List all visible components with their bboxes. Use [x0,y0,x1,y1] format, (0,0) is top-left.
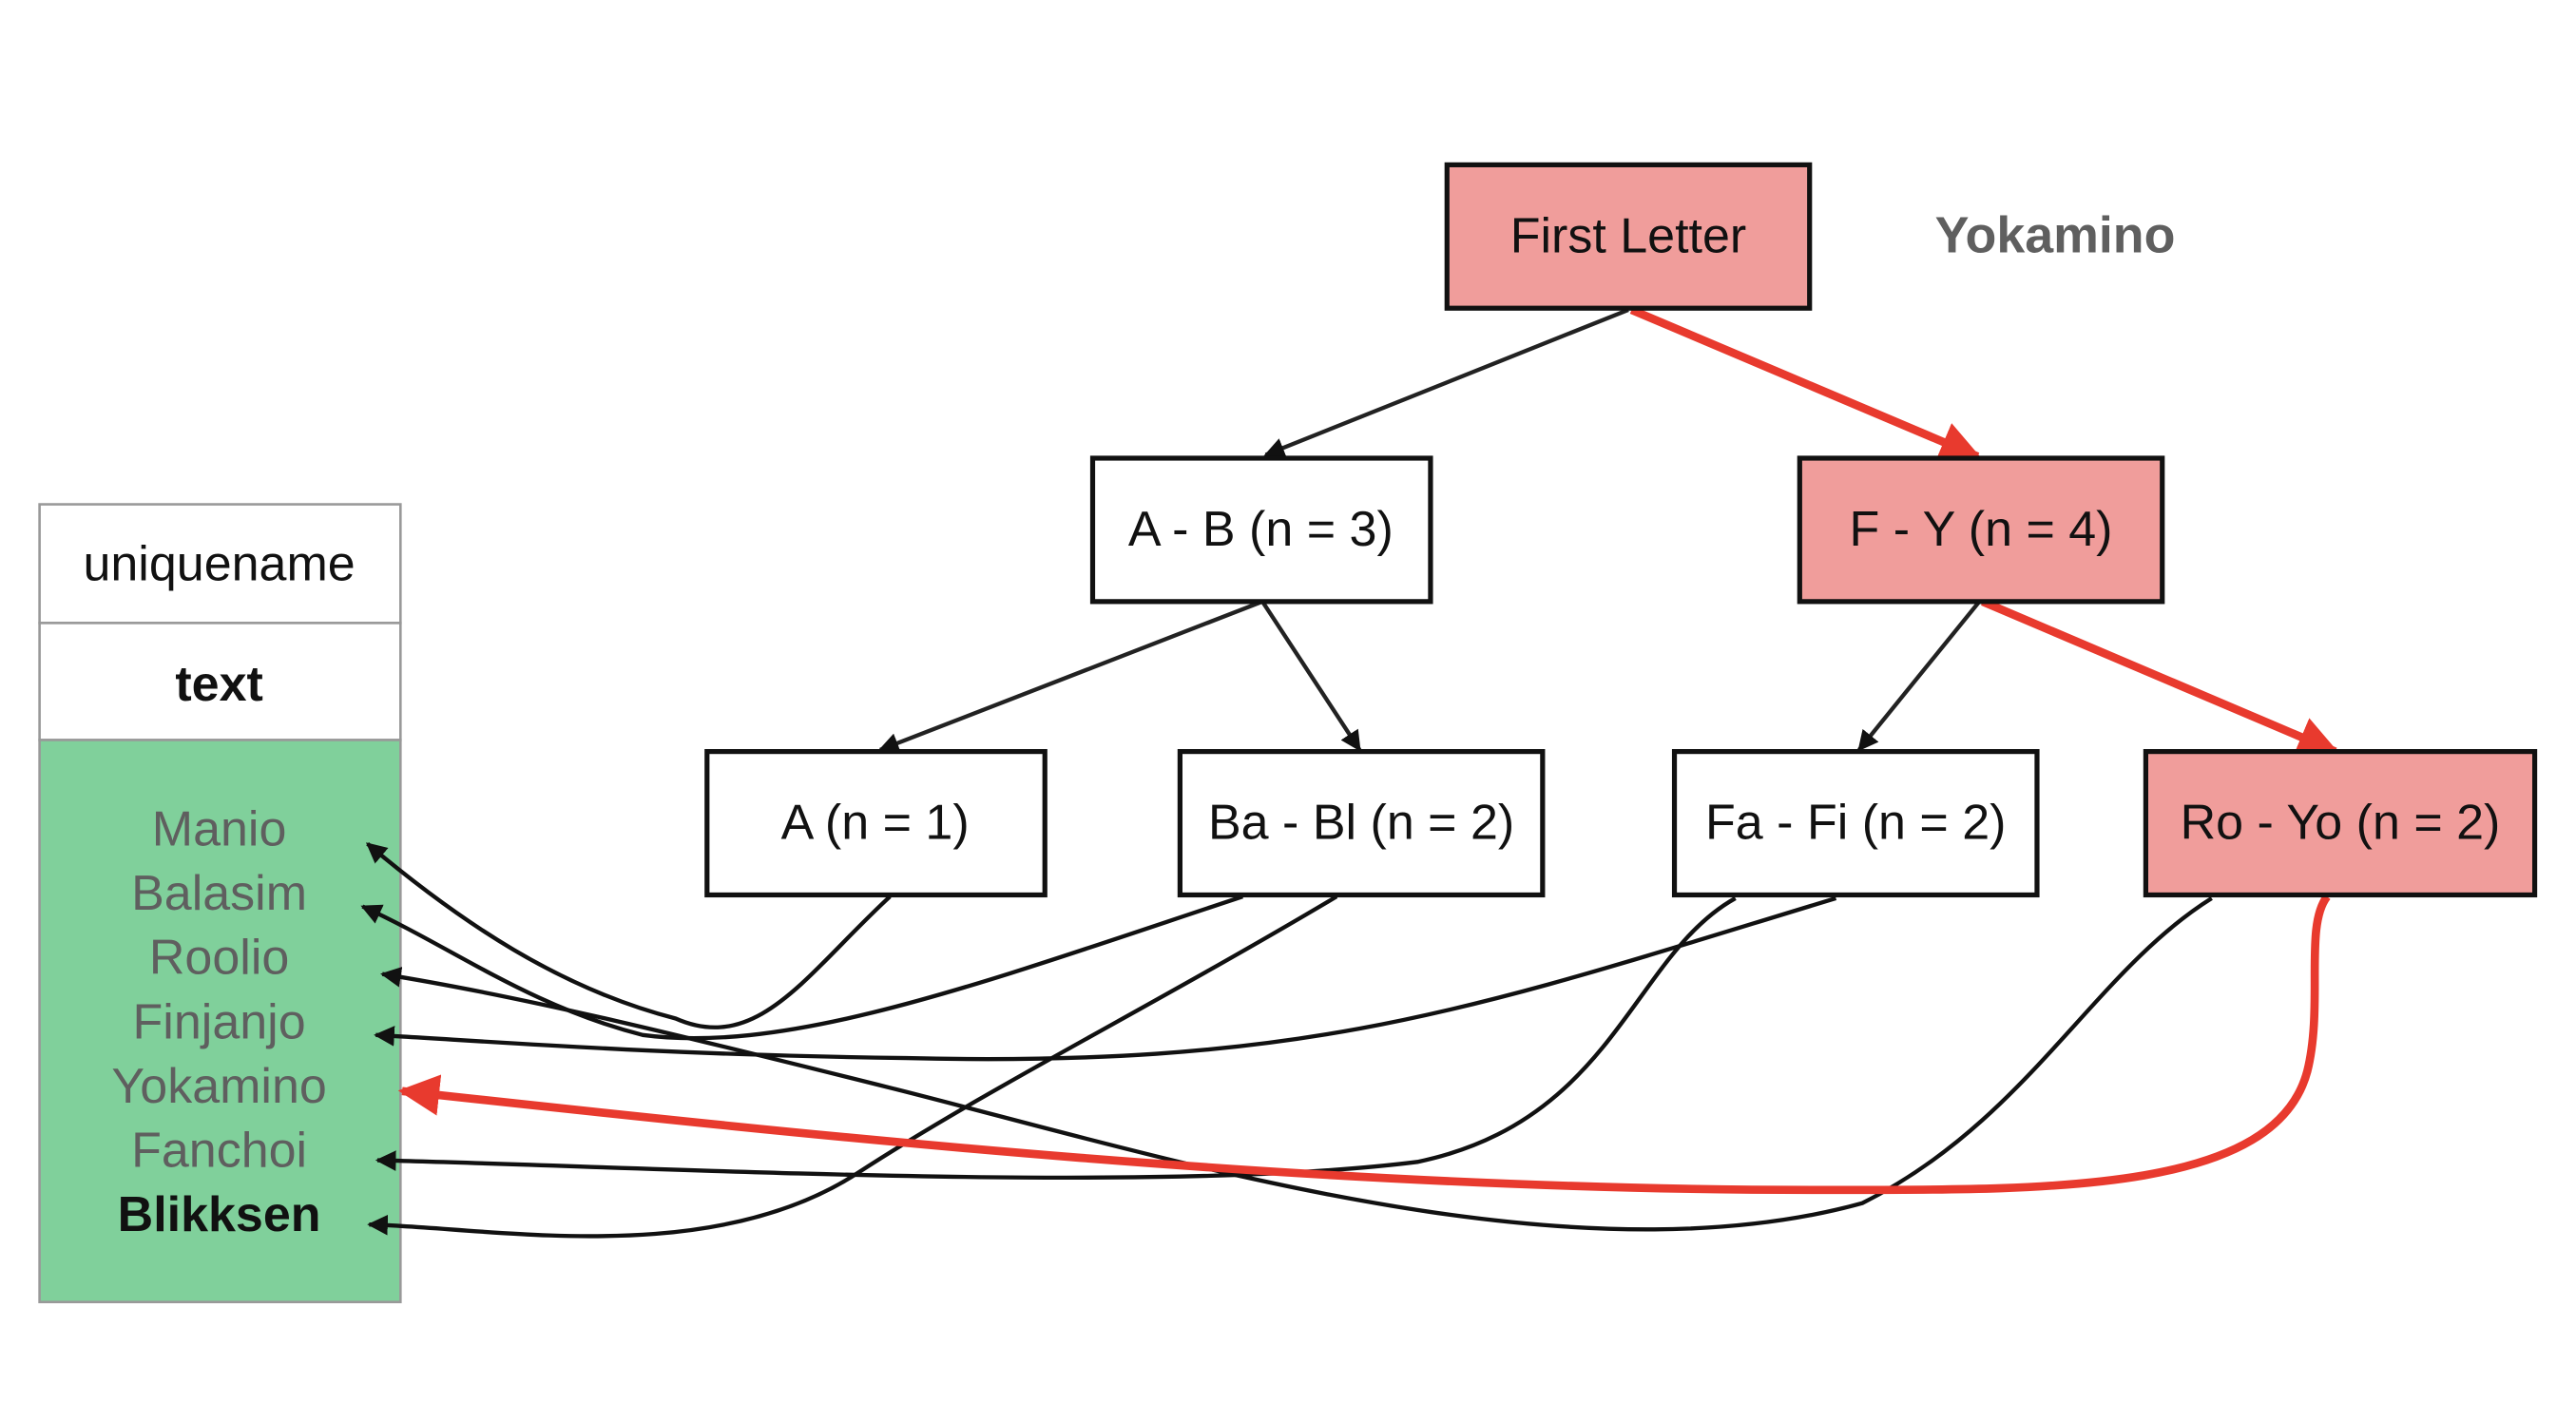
table-row: Roolio [149,931,289,986]
pointer-ba-bl-to-blikksen [367,894,1338,1239]
edge-root-to-f-y [1629,305,1982,461]
table-column-cell [38,622,402,741]
leaf-a [704,749,1048,898]
node-f-y [1797,455,2165,605]
pointer-ro-yo-to-yokamino [397,894,2331,1195]
index-table: uniquename text Manio Balasim Roolio Finjan… [38,503,402,1304]
table-row: Yokamino [111,1059,326,1114]
tree-leaves: A (n = 1) Ba - Bl (n = 2) Fa - Fi (n = 2… [704,749,2538,898]
table-rows: Manio Balasim Roolio Finjanjo Yokamino Fancho… [111,801,326,1242]
search-key-label: Yokamino [1935,206,2176,263]
tree-edges [877,305,2339,757]
root-node [1444,162,1813,311]
root-node-label: First Letter [1510,208,1747,263]
table-row: Manio [152,801,287,856]
edge-f-y-to-ro-yo [1981,597,2339,757]
node-f-y-label: F - Y (n = 4) [1850,502,2113,557]
edge-a-b-to-ba-bl [1260,600,1362,752]
pointer-ro-yo-to-roolio [380,896,2213,1232]
table-header-cell [38,503,402,625]
pointer-ba-bl-to-balasim [360,894,1243,1041]
table-body [38,739,402,1304]
edge-root-to-a-b [1263,307,1629,458]
table-header-label: uniquename [83,536,355,591]
leaf-ba-bl-label: Ba - Bl (n = 2) [1208,796,1514,851]
leaf-fa-fi [1671,749,2040,898]
node-a-b-label: A - B (n = 3) [1128,502,1394,557]
edge-f-y-to-fa-fi [1857,600,1981,752]
pointer-fa-fi-to-finjanjo [374,895,1837,1062]
leaf-pointers [360,842,2331,1239]
table-column-label: text [175,657,262,712]
edge-a-b-to-a [877,599,1263,753]
table-row: Finjanjo [133,994,306,1049]
table-row: Balasim [131,866,307,921]
pointer-a-to-manio [365,842,892,1029]
table-row: Fanchoi [131,1124,307,1179]
leaf-ro-yo [2143,749,2538,898]
tree-level-1: A - B (n = 3) F - Y (n = 4) [1089,455,2165,605]
pointer-fa-fi-to-fanchoi [375,896,1737,1181]
leaf-a-label: A (n = 1) [781,796,970,851]
table-row: Blikksen [118,1187,321,1242]
leaf-ro-yo-label: Ro - Yo (n = 2) [2181,796,2501,851]
leaf-fa-fi-label: Fa - Fi (n = 2) [1705,796,2006,851]
node-a-b [1089,455,1433,605]
leaf-ba-bl [1177,749,1546,898]
tree-root: First Letter [1444,162,1813,311]
